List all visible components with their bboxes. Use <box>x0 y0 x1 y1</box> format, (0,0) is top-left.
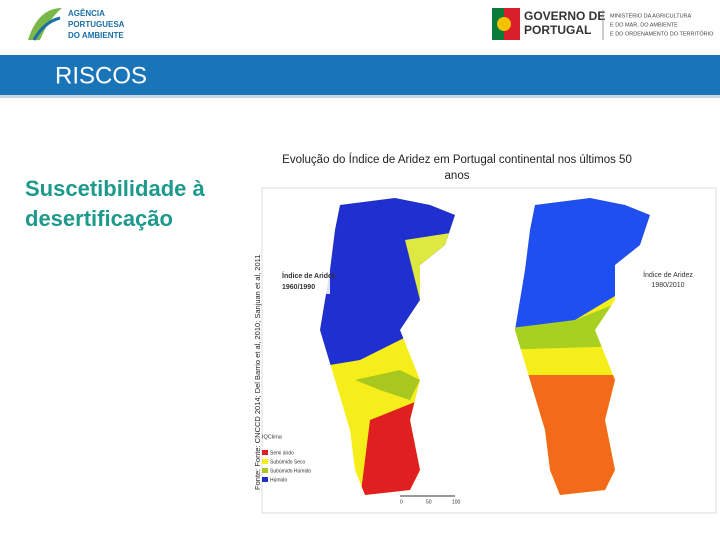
map-label: 1980/2010 <box>651 282 684 289</box>
government-name: PORTUGAL <box>524 23 591 37</box>
scale-label: 100 <box>452 499 461 505</box>
agency-name: PORTUGUESA <box>68 20 125 29</box>
government-name: GOVERNO DE <box>524 9 605 23</box>
legend-item: Húmido <box>270 477 287 483</box>
map-label: Índice de Aridez <box>282 271 336 280</box>
map-label: 1960/1990 <box>282 284 315 291</box>
map-label: Índice de Aridez <box>643 270 693 279</box>
government-logo: GOVERNO DE PORTUGAL MINISTÉRIO DA AGRICU… <box>492 8 714 40</box>
agency-name: DO AMBIENTE <box>68 31 124 40</box>
scale-label: 0 <box>400 499 403 505</box>
source: Fonte: Fonte: CNCCD 2014; Del Barrio et … <box>253 255 262 490</box>
agency-logo: AGÊNCIA PORTUGUESA DO AMBIENTE <box>28 8 125 41</box>
legend-title: IQClima <box>262 434 283 440</box>
figure-title: Evolução do Índice de Aridez em Portugal… <box>282 153 632 166</box>
ministry-name: E DO MAR, DO AMBIENTE <box>610 22 678 28</box>
legend-item: Subúmido Húmido <box>270 468 311 474</box>
scale-label: 50 <box>426 499 432 505</box>
map-1-legend: Índice de Aridez 1960/1990 IQClima Semi … <box>262 268 461 505</box>
ministry-name: E DO ORDENAMENTO DO TERRITÓRIO <box>610 30 714 37</box>
legend-item: Subúmido Seco <box>270 459 306 465</box>
side-title: desertificação <box>25 206 173 231</box>
ministry-name: MINISTÉRIO DA AGRICULTURA <box>610 12 692 19</box>
banner-title: RISCOS <box>55 62 147 89</box>
figure-title: anos <box>445 170 470 182</box>
agency-name: AGÊNCIA <box>68 9 105 18</box>
banner-rule <box>0 95 720 98</box>
side-title: Suscetibilidade à <box>25 176 205 201</box>
legend-item: Semi árido <box>270 450 294 456</box>
banner <box>0 55 720 95</box>
